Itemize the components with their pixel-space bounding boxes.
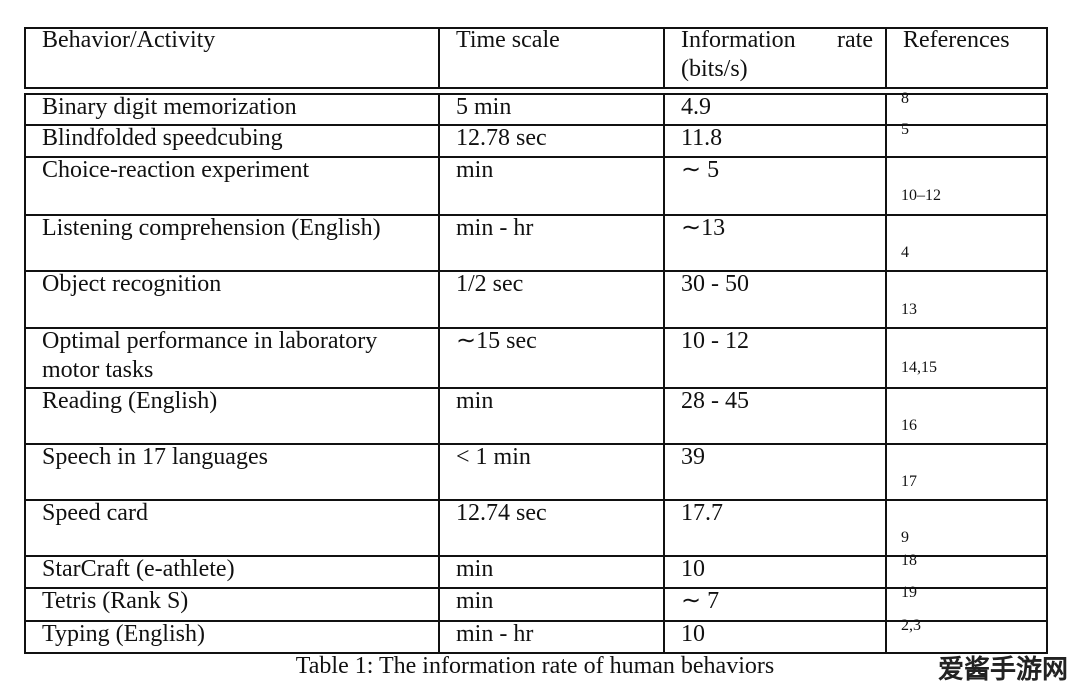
- reference: 16: [901, 417, 917, 434]
- rule: [885, 27, 887, 89]
- rule: [24, 387, 1046, 389]
- table-cell: min - hr: [456, 215, 534, 241]
- reference: 17: [901, 473, 917, 490]
- rule: [1046, 93, 1048, 654]
- table-cell: StarCraft (e-athlete): [42, 556, 235, 582]
- table-cell: < 1 min: [456, 444, 531, 470]
- table-cell: Optimal performance in laboratory motor …: [42, 328, 378, 383]
- table-cell: 1/2 sec: [456, 271, 524, 297]
- reference: 2,3: [901, 617, 921, 634]
- rule: [24, 93, 1046, 95]
- rule: [24, 27, 26, 89]
- rule: [24, 27, 1046, 29]
- reference: 13: [901, 300, 917, 318]
- rule: [1046, 27, 1048, 89]
- rule: [24, 652, 1046, 654]
- header-cell: References: [903, 27, 1010, 53]
- reference: 5: [901, 121, 909, 138]
- rule: [24, 443, 1046, 445]
- table-cell: 12.78 sec: [456, 125, 547, 151]
- rule: [438, 27, 440, 89]
- rule: [24, 124, 1046, 126]
- table-cell: Tetris (Rank S): [42, 588, 189, 614]
- rule: [24, 620, 1046, 622]
- table-cell: min: [456, 157, 494, 183]
- table-cell: 11.8: [681, 125, 723, 151]
- rule: [663, 93, 665, 654]
- rule: [885, 93, 887, 654]
- caption: Table 1: The information rate of human b…: [295, 653, 775, 679]
- table-cell: 4.9: [681, 94, 711, 120]
- rule: [24, 555, 1046, 557]
- reference: 4: [901, 244, 909, 261]
- table-cell: Choice-reaction experiment: [42, 157, 310, 183]
- table-cell: 39: [681, 444, 705, 470]
- table-cell: Object recognition: [42, 271, 222, 297]
- watermark: 爱酱手游网: [937, 655, 1068, 685]
- table-cell: min: [456, 588, 494, 614]
- table-cell: ∼13: [681, 215, 726, 241]
- header-cell: Information rate (bits/s): [681, 27, 873, 82]
- rule: [24, 327, 1046, 329]
- rule: [24, 270, 1046, 272]
- rule: [438, 93, 440, 654]
- table-cell: Typing (English): [42, 621, 205, 647]
- table-cell: Reading (English): [42, 388, 218, 414]
- header-cell: Time scale: [456, 27, 560, 53]
- table-cell: 30 - 50: [681, 271, 749, 297]
- table-cell: min: [456, 556, 494, 582]
- table-cell: 10 - 12: [681, 328, 749, 354]
- rule: [24, 87, 1046, 89]
- table-cell: Binary digit memorization: [42, 94, 297, 120]
- table-cell: Speech in 17 languages: [42, 444, 268, 470]
- table-cell: min: [456, 388, 494, 414]
- reference: 8: [901, 90, 909, 107]
- table-cell: Speed card: [42, 500, 148, 526]
- table-cell: Listening comprehension (English): [42, 215, 381, 241]
- rule: [24, 587, 1046, 589]
- rule: [24, 214, 1046, 216]
- rule: [663, 27, 665, 89]
- reference: 10–12: [901, 187, 941, 204]
- table-cell: 10: [681, 621, 705, 647]
- reference: 18: [901, 552, 917, 569]
- reference: 9: [901, 529, 909, 546]
- rule: [24, 156, 1046, 158]
- reference: 19: [901, 584, 917, 601]
- table-cell: 5 min: [456, 94, 512, 120]
- reference: 14,15: [901, 359, 937, 376]
- table-cell: ∼ 5: [681, 157, 720, 183]
- table-cell: min - hr: [456, 621, 534, 647]
- table-cell: 28 - 45: [681, 388, 749, 414]
- header-cell: Behavior/Activity: [42, 27, 216, 53]
- table-cell: 17.7: [681, 500, 723, 526]
- table-cell: ∼ 7: [681, 588, 720, 614]
- table-cell: 10: [681, 556, 705, 582]
- rule: [24, 93, 26, 654]
- table-cell: Blindfolded speedcubing: [42, 125, 283, 151]
- table-cell: 12.74 sec: [456, 500, 547, 526]
- table-cell: ∼15 sec: [456, 328, 537, 354]
- rule: [24, 499, 1046, 501]
